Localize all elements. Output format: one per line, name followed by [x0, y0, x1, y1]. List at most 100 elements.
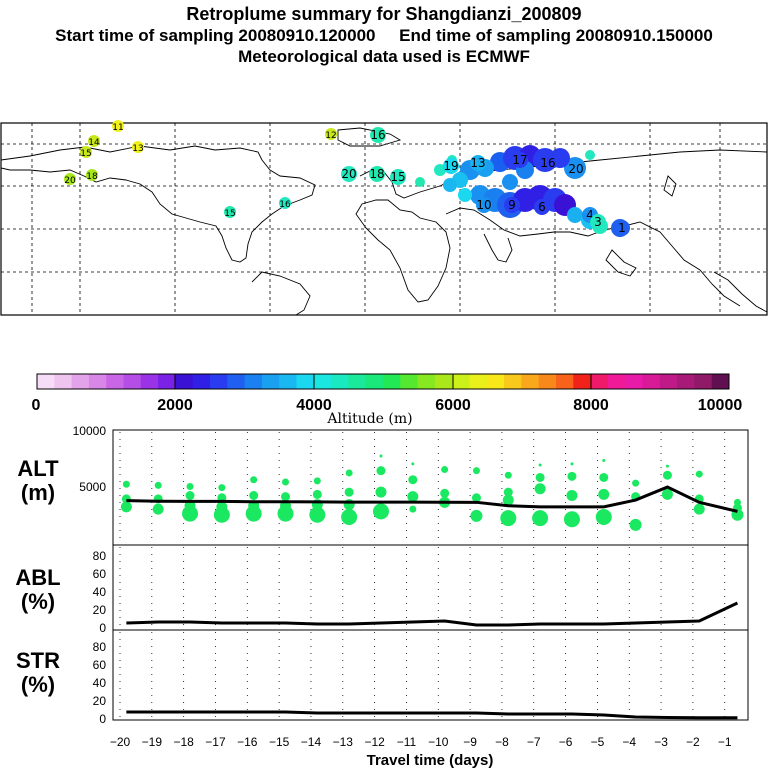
alt-point: [538, 463, 542, 467]
x-tick-label: −17: [205, 735, 226, 749]
alt-point: [563, 511, 580, 528]
panel-gridlines: [119, 432, 726, 719]
chart-title: Retroplume summary for Shangdianzi_20080…: [186, 4, 582, 24]
alt-panel-name: ALT: [17, 456, 59, 481]
alt-point: [532, 510, 549, 527]
alt-point: [504, 471, 512, 479]
alt-ytick: 10000: [73, 424, 107, 438]
alt-point: [570, 462, 574, 466]
plume-label-bubble: [341, 166, 357, 182]
colorbar-swatch: [54, 374, 72, 389]
str-ytick: 60: [93, 658, 107, 672]
x-tick-label: −20: [110, 735, 131, 749]
alt-point: [152, 503, 164, 515]
plume-label-bubble: [64, 173, 76, 185]
colorbar-tick: 6000: [435, 397, 471, 414]
colorbar-swatch: [244, 374, 263, 389]
alt-point: [500, 510, 517, 527]
plume-day-label: 1: [618, 221, 626, 235]
abl-line: [126, 601, 739, 627]
colorbar-tick: 4000: [296, 397, 332, 414]
plume-day-label: 14: [88, 138, 100, 148]
colorbar-swatch: [711, 374, 730, 389]
alt-point: [602, 459, 606, 463]
abl-ytick: 0: [99, 621, 106, 635]
colorbar-label: Altitude (m): [326, 411, 412, 427]
alt-panel-frame: [112, 429, 749, 546]
x-tick-label: −7: [527, 735, 541, 749]
x-tick-label: −15: [269, 735, 290, 749]
x-tick-label: −12: [364, 735, 385, 749]
plume-label-bubble: [534, 199, 550, 215]
alt-point: [632, 479, 640, 487]
colorbar-swatch: [556, 374, 574, 389]
plume-day-label: 10: [476, 198, 491, 212]
plume-label-bubble: [369, 166, 385, 182]
plume-label-bubble: [112, 120, 124, 132]
x-tick-label: −2: [686, 735, 700, 749]
x-tick-label: −5: [591, 735, 605, 749]
meteo-source: Meteorological data used is ECMWF: [238, 47, 530, 66]
x-tick-label: −18: [173, 735, 194, 749]
plume-day-label: 11: [112, 123, 123, 133]
alt-point: [535, 472, 545, 482]
colorbar-swatch: [313, 374, 332, 389]
alt-point: [599, 472, 609, 482]
colorbar-swatch: [625, 374, 643, 389]
alt-point: [375, 486, 387, 498]
alt-point: [277, 505, 294, 522]
plume-day-label: 6: [538, 200, 546, 214]
alt-point: [407, 491, 419, 503]
colorbar-swatch: [486, 374, 505, 389]
alt-point: [472, 467, 480, 475]
x-tick-label: −10: [428, 735, 449, 749]
alt-point: [182, 505, 199, 522]
alt-point: [218, 484, 226, 492]
alt-point: [598, 488, 610, 500]
str-panel-name: STR: [16, 648, 60, 673]
plume-label-bubble: [504, 197, 520, 213]
plume-bubble: [585, 150, 595, 160]
sampling-period: Start time of sampling 20080910.120000 E…: [55, 26, 713, 45]
plume-day-label: 20: [64, 176, 76, 186]
plume-day-label: 17: [512, 153, 527, 167]
colorbar-tick: 0: [32, 397, 41, 414]
abl-ytick: 80: [93, 549, 107, 563]
alt-point: [595, 509, 612, 526]
colorbar-swatch: [400, 374, 418, 389]
alt-panel-unit: (m): [21, 480, 55, 505]
alt-mean-line: [126, 485, 738, 513]
colorbar-swatch: [140, 374, 159, 389]
plume-day-label: 16: [279, 200, 291, 210]
plume-day-label: 4: [586, 208, 594, 222]
colorbar-swatch: [590, 374, 609, 389]
alt-point: [503, 487, 513, 497]
plume-bubble: [567, 207, 583, 223]
colorbar-swatch: [279, 374, 297, 389]
colorbar-tick: 8000: [573, 397, 609, 414]
x-tick-label: −6: [559, 735, 573, 749]
abl-ytick: 60: [93, 567, 107, 581]
colorbar-swatch: [434, 374, 453, 389]
colorbar-swatch: [538, 374, 557, 389]
colorbar-swatch: [261, 374, 280, 389]
x-axis-label: Travel time (days): [367, 752, 494, 768]
plume-label-bubble: [88, 135, 100, 147]
alt-point: [154, 481, 162, 489]
alt-plot: [120, 454, 744, 531]
x-tick-label: −19: [142, 735, 163, 749]
colorbar-swatch: [106, 374, 124, 389]
alt-point: [502, 494, 514, 506]
x-tick-label: −16: [237, 735, 258, 749]
alt-point: [186, 483, 194, 490]
colorbar-swatch: [504, 374, 522, 389]
str-panel-frame: [112, 629, 749, 721]
alt-point: [372, 503, 389, 520]
colorbar-swatch: [469, 374, 488, 389]
alt-point: [245, 505, 262, 522]
alt-point: [282, 478, 290, 486]
plume-label-bubble: [224, 206, 236, 218]
str-ytick: 0: [99, 712, 106, 726]
